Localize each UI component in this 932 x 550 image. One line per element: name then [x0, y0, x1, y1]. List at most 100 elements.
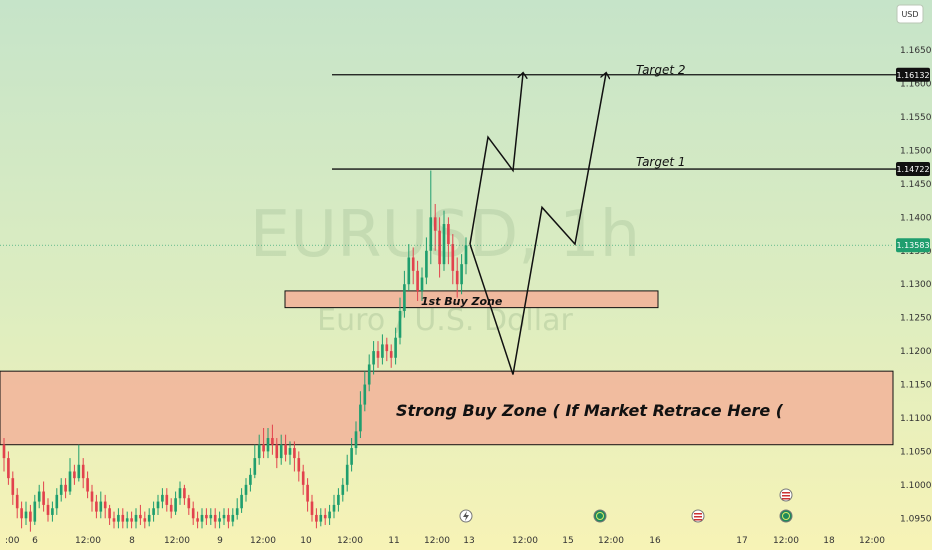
candle-20 — [90, 484, 94, 512]
zone-1[interactable] — [0, 370, 894, 446]
candle-97 — [429, 170, 433, 265]
time-tick-13: 15 — [562, 536, 573, 546]
us-flag-event-icon-2[interactable] — [779, 488, 793, 502]
candle-57 — [253, 444, 257, 479]
candle-60 — [266, 428, 270, 459]
candle-52 — [231, 508, 235, 527]
candle-25 — [112, 511, 116, 529]
candle-105 — [464, 237, 468, 275]
candle-14 — [64, 478, 67, 499]
time-tick-15: 16 — [649, 536, 661, 546]
zone-0[interactable] — [284, 290, 659, 309]
candle-55 — [244, 478, 248, 502]
candle-9 — [42, 481, 45, 512]
candle-83 — [367, 354, 371, 392]
watermark-name: Euro / U.S. Dollar — [317, 303, 573, 338]
candle-80 — [354, 421, 358, 455]
candle-104 — [460, 254, 463, 295]
candle-32 — [143, 511, 147, 529]
candle-30 — [134, 508, 138, 529]
time-tick-5: 9 — [217, 536, 223, 546]
candle-56 — [249, 468, 252, 492]
price-tick-4: 1.14500 — [900, 180, 932, 190]
time-tick-4: 12:00 — [164, 536, 190, 546]
candle-1 — [7, 451, 10, 485]
candle-68 — [301, 464, 305, 495]
buy-zones — [0, 290, 894, 446]
candle-66 — [293, 441, 296, 472]
lightning-event-icon[interactable] — [459, 509, 473, 523]
eu-flag-event-icon[interactable] — [593, 509, 607, 523]
currency-label: USD — [901, 10, 918, 19]
target-levels — [0, 74, 898, 246]
candle-99 — [438, 217, 441, 278]
projection-path-1[interactable] — [469, 74, 606, 375]
svg-text:1.14722: 1.14722 — [896, 165, 929, 174]
candle-37 — [165, 488, 169, 512]
candle-102 — [451, 234, 455, 285]
candle-69 — [306, 478, 309, 512]
time-tick-3: 8 — [129, 536, 135, 546]
price-tick-10: 1.11500 — [900, 381, 932, 391]
candle-16 — [73, 464, 76, 485]
candle-17 — [77, 444, 81, 482]
price-tick-11: 1.11000 — [900, 414, 932, 424]
price-tick-13: 1.10000 — [900, 481, 932, 491]
candle-90 — [398, 297, 402, 345]
candle-6 — [29, 504, 32, 532]
candle-12 — [55, 488, 59, 515]
candle-4 — [20, 501, 23, 529]
candle-45 — [200, 508, 204, 529]
candle-36 — [161, 488, 164, 509]
candle-73 — [323, 508, 327, 525]
candle-21 — [95, 494, 98, 519]
candle-86 — [381, 334, 384, 365]
candle-70 — [310, 494, 314, 522]
candle-64 — [284, 434, 287, 462]
us-flag-event-icon[interactable] — [691, 509, 705, 523]
candle-53 — [235, 498, 239, 520]
candle-78 — [345, 454, 349, 492]
candle-92 — [407, 244, 411, 291]
time-tick-14: 12:00 — [598, 536, 624, 546]
time-tick-10: 12:00 — [424, 536, 450, 546]
candle-54 — [240, 488, 243, 513]
candle-5 — [24, 501, 28, 525]
price-tick-0: 1.16500 — [900, 46, 932, 56]
time-tick-6: 12:00 — [250, 536, 276, 546]
candle-8 — [37, 484, 41, 509]
candle-3 — [15, 488, 19, 519]
candle-71 — [315, 508, 318, 529]
price-tick-7: 1.13000 — [900, 280, 932, 290]
time-axis[interactable]: :00 6 12:00 8 12:00 9 12:00 10 12:00 11 12:00 13 12:… — [0, 0, 885, 546]
candle-67 — [297, 451, 301, 482]
candle-47 — [209, 508, 213, 525]
event-icons — [459, 488, 793, 523]
price-tick-3: 1.15000 — [900, 146, 932, 156]
candle-34 — [152, 501, 155, 522]
time-tick-16: 17 — [736, 536, 747, 546]
candle-87 — [385, 337, 389, 362]
price-label-1: 1.14722 — [896, 162, 930, 177]
candle-100 — [442, 210, 446, 271]
projection-path-0[interactable] — [469, 74, 523, 245]
candle-10 — [46, 498, 50, 522]
candle-101 — [447, 217, 450, 265]
price-tick-2: 1.15500 — [900, 113, 932, 123]
eu-flag-event-icon-2[interactable] — [779, 509, 793, 523]
projection-paths — [469, 74, 606, 375]
candle-65 — [288, 441, 292, 465]
time-tick-12: 12:00 — [512, 536, 538, 546]
time-tick-17: 12:00 — [773, 536, 799, 546]
candle-46 — [205, 508, 208, 525]
candle-85 — [376, 341, 380, 368]
candle-33 — [147, 508, 151, 527]
candle-27 — [121, 508, 125, 529]
currency-box[interactable] — [896, 4, 924, 24]
price-axis[interactable]: 1.16500 1.16000 1.15500 1.15000 1.14500 1.140… — [900, 46, 932, 524]
candle-98 — [433, 203, 437, 251]
candle-22 — [99, 491, 103, 519]
candle-51 — [227, 508, 230, 529]
candle-50 — [222, 508, 226, 525]
